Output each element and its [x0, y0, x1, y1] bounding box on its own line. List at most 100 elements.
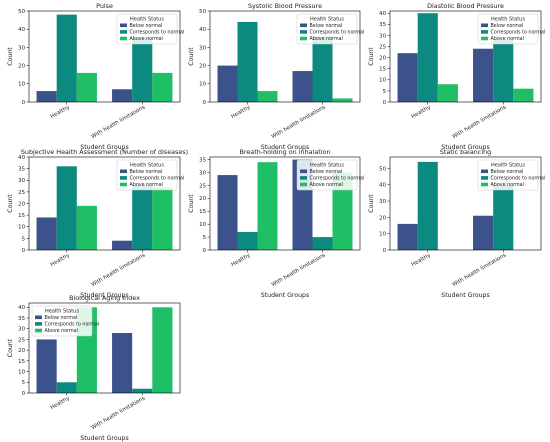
legend-entry: Below normal	[491, 23, 524, 29]
y-tick-label: 10	[379, 232, 386, 238]
legend-entry: Corresponds to normal	[310, 176, 365, 182]
y-tick-label: 10	[199, 222, 206, 228]
legend-entry: Above normal	[310, 182, 343, 188]
y-tick-label: 40	[379, 11, 386, 17]
y-axis-label: Count	[188, 194, 195, 213]
bar	[56, 382, 77, 393]
chart-panel: Subjective Health Assessment (Number of …	[7, 148, 188, 299]
bar	[237, 21, 258, 103]
chart-panel: Biological Aging Index Health StatusBelow…	[7, 294, 181, 442]
bar	[217, 175, 238, 250]
bar	[36, 91, 57, 102]
y-tick-label: 40	[18, 27, 25, 33]
x-tick-label: With health limitations	[451, 104, 507, 140]
y-tick-label: 0	[383, 100, 387, 106]
y-axis-label: Count	[368, 47, 375, 66]
legend-title: Health Status	[491, 17, 525, 23]
y-tick-label: 50	[18, 9, 25, 15]
x-axis-label: Student Groups	[261, 144, 309, 151]
x-tick-label: With health limitations	[271, 252, 327, 288]
legend-box	[31, 305, 93, 337]
legend-swatch	[300, 176, 307, 180]
bar	[112, 240, 133, 250]
legend-entry: Below normal	[310, 169, 343, 175]
x-axis-label: Student Groups	[261, 292, 309, 299]
bar	[397, 53, 418, 102]
legend-entry: Above normal	[45, 328, 78, 334]
y-tick-label: 10	[379, 78, 386, 84]
y-tick-label: 30	[379, 33, 386, 39]
bar	[56, 14, 77, 103]
y-tick-label: 20	[18, 64, 25, 70]
y-tick-label: 20	[199, 196, 206, 202]
legend-title: Health Status	[130, 17, 164, 23]
y-tick-label: 30	[379, 199, 386, 205]
legend-box	[296, 13, 358, 45]
legend-title: Health Status	[45, 309, 79, 315]
legend-entry: Below normal	[130, 23, 163, 29]
x-axis-label: Student Groups	[441, 292, 489, 299]
y-tick-label: 15	[199, 209, 206, 215]
legend-swatch	[35, 328, 42, 333]
bar	[112, 333, 133, 393]
x-tick-label: Healthy	[230, 252, 252, 268]
y-axis-label: Count	[7, 338, 14, 357]
bar	[76, 205, 97, 250]
bar	[217, 65, 238, 102]
x-axis-label: Student Groups	[441, 144, 489, 151]
legend-box	[477, 13, 539, 45]
bar	[132, 184, 153, 250]
bar	[473, 48, 494, 102]
bar	[332, 172, 353, 250]
axes-frame	[209, 10, 361, 103]
legend-swatch	[481, 176, 488, 180]
legend-swatch	[300, 36, 307, 41]
y-tick-label: 20	[199, 64, 206, 70]
bar	[76, 72, 97, 102]
y-tick-label: 40	[18, 305, 25, 311]
bar	[36, 217, 57, 250]
y-tick-label: 40	[199, 27, 206, 33]
legend-swatch	[481, 36, 488, 41]
legend-entry: Above normal	[130, 182, 163, 188]
legend-entry: Corresponds to normal	[130, 176, 185, 182]
chart-panel: Breath-holding on inhalation Health Statu…	[188, 148, 364, 299]
y-tick-label: 10	[18, 225, 25, 231]
legend-swatch	[120, 182, 127, 187]
y-tick-label: 30	[199, 170, 206, 176]
x-tick-label: With health limitations	[451, 252, 507, 288]
y-tick-label: 5	[383, 89, 386, 95]
x-axis-label: Student Groups	[80, 292, 128, 299]
x-tick-label: Healthy	[50, 395, 72, 411]
legend-swatch	[120, 169, 127, 174]
axes-frame	[389, 156, 542, 251]
x-tick-label: With health limitations	[271, 104, 327, 140]
legend-swatch	[481, 182, 488, 187]
bar	[493, 39, 514, 102]
y-tick-label: 25	[18, 337, 25, 343]
y-tick-label: 25	[199, 183, 206, 189]
bar	[257, 91, 278, 102]
y-tick-label: 5	[22, 236, 25, 242]
y-tick-label: 35	[18, 167, 25, 173]
legend-entry: Below normal	[45, 315, 78, 321]
legend-swatch	[300, 182, 307, 187]
y-tick-label: 15	[18, 359, 25, 365]
y-tick-label: 30	[18, 45, 25, 51]
bar	[332, 98, 353, 102]
y-tick-label: 20	[18, 348, 25, 354]
legend-swatch	[120, 30, 127, 34]
legend-swatch	[481, 30, 488, 34]
legend-title: Health Status	[130, 163, 164, 169]
legend-title: Health Status	[491, 163, 525, 169]
legend-swatch	[120, 176, 127, 180]
bar	[132, 388, 153, 393]
bar	[493, 184, 514, 250]
axes-frame	[389, 10, 542, 103]
